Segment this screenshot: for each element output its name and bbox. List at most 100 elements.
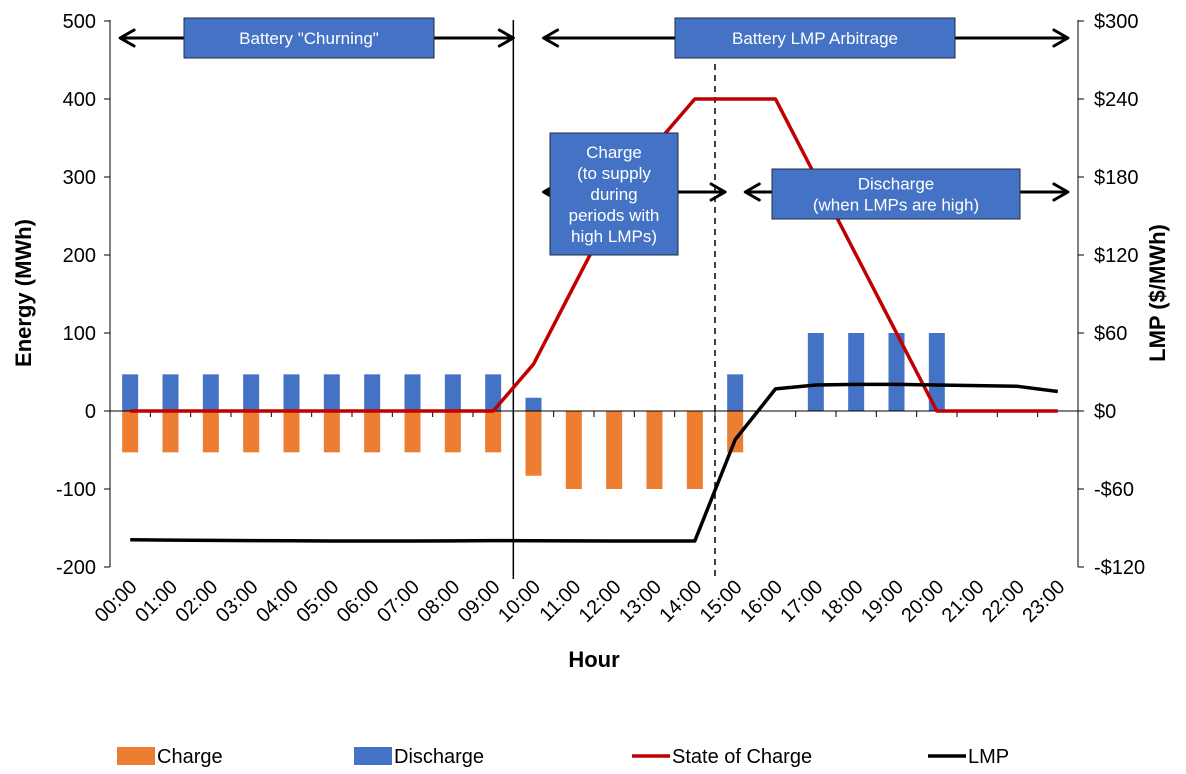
annotation-text: (to supply — [577, 164, 651, 183]
charge-bar — [364, 411, 381, 453]
discharge-bar — [928, 333, 945, 411]
charge-bar — [727, 411, 744, 453]
annotation-text: Battery "Churning" — [239, 29, 379, 48]
annotation-text: Charge — [586, 143, 642, 162]
right-tick-label: $120 — [1094, 245, 1139, 267]
annotation-text: high LMPs) — [571, 227, 657, 246]
legend-discharge-swatch — [354, 747, 392, 765]
x-tick-label: 07:00 — [373, 576, 424, 627]
annotation-arrow-left-head — [118, 28, 136, 48]
discharge-bar — [243, 374, 260, 411]
legend-charge-swatch — [117, 747, 155, 765]
x-tick-label: 02:00 — [171, 576, 222, 627]
annotation-text: (when LMPs are high) — [813, 196, 979, 215]
x-tick-label: 12:00 — [575, 576, 626, 627]
y-axis-title: Energy (MWh) — [11, 219, 36, 367]
x-tick-label: 13:00 — [615, 576, 666, 627]
lmp-line — [130, 382, 1059, 543]
right-tick-label: $0 — [1094, 401, 1116, 423]
charge-bar — [525, 411, 542, 476]
discharge-bar — [848, 333, 865, 411]
charge-bar — [606, 411, 623, 489]
x-tick-label: 10:00 — [494, 576, 545, 627]
discharge-bar — [202, 374, 219, 411]
annotation-arrow-right-head — [1052, 28, 1070, 48]
left-tick-label: 500 — [63, 11, 96, 33]
x-tick-label: 06:00 — [333, 576, 384, 627]
right-tick-label: -$60 — [1094, 479, 1134, 501]
annotation-arrow-left-head — [542, 28, 560, 48]
annotation-arrow-right-head — [497, 28, 515, 48]
charge-bar — [646, 411, 663, 489]
discharge-bar — [283, 374, 300, 411]
annotation-box — [674, 17, 956, 59]
right-tick-label: $300 — [1094, 11, 1139, 33]
x-tick-label: 16:00 — [736, 576, 787, 627]
left-tick-label: 100 — [63, 323, 96, 345]
x-tick-label: 08:00 — [413, 576, 464, 627]
discharge-bar — [485, 374, 502, 411]
annotation-text: Battery LMP Arbitrage — [732, 29, 898, 48]
annotation-box — [549, 132, 679, 256]
x-tick-label: 14:00 — [655, 576, 706, 627]
annotation-arrow-left-head — [743, 182, 761, 202]
left-tick-label: 0 — [85, 401, 96, 423]
discharge-bar — [444, 374, 461, 411]
charge-bar — [404, 411, 421, 453]
annotation-box — [183, 17, 435, 59]
discharge-bar — [323, 374, 340, 411]
x-tick-label: 17:00 — [776, 576, 827, 627]
x-tick-label: 22:00 — [978, 576, 1029, 627]
x-tick-label: 18:00 — [817, 576, 868, 627]
charge-bar — [283, 411, 300, 453]
legend-lmp-label: LMP — [968, 746, 1009, 768]
discharge-bar — [807, 333, 824, 411]
discharge-bar — [525, 397, 542, 411]
annotation-text: Discharge — [858, 175, 935, 194]
x-tick-label: 09:00 — [454, 576, 505, 627]
annotation-arrow-right-head — [709, 182, 727, 202]
left-tick-label: -100 — [56, 479, 96, 501]
legend-discharge-label: Discharge — [394, 746, 484, 768]
x-tick-label: 23:00 — [1018, 576, 1069, 627]
left-tick-label: 400 — [63, 89, 96, 111]
x-tick-label: 20:00 — [897, 576, 948, 627]
x-tick-label: 15:00 — [696, 576, 747, 627]
discharge-bar — [727, 374, 744, 411]
x-tick-label: 11:00 — [535, 576, 585, 626]
charge-bar — [162, 411, 179, 453]
charge-bar — [323, 411, 340, 453]
plot-area: 500 400 300 200 100 0 -100 -200 $300 $240 $180 $120… — [11, 11, 1170, 768]
right-tick-label: -$120 — [1094, 557, 1145, 579]
right-tick-label: $180 — [1094, 167, 1139, 189]
discharge-bar — [404, 374, 421, 411]
annotation-text: periods with — [569, 206, 660, 225]
discharge-bar — [122, 374, 139, 411]
x-tick-label: 04:00 — [252, 576, 303, 627]
discharge-bar — [162, 374, 179, 411]
legend-charge-label: Charge — [157, 746, 223, 768]
x-tick-label: 03:00 — [212, 576, 263, 627]
charge-bar — [444, 411, 461, 453]
charge-bar — [122, 411, 139, 453]
x-tick-label: 21:00 — [938, 576, 989, 627]
discharge-bar — [888, 333, 905, 411]
charge-bar — [686, 411, 703, 489]
charge-bar — [565, 411, 582, 489]
annotation-box — [771, 168, 1021, 220]
x-tick-label: 19:00 — [857, 576, 908, 627]
left-tick-label: 300 — [63, 167, 96, 189]
annotation-text: during — [590, 185, 637, 204]
x-tick-label: 00:00 — [91, 576, 142, 627]
annotation-arrow-right-head — [1052, 182, 1070, 202]
charge-bar — [202, 411, 219, 453]
right-tick-label: $240 — [1094, 89, 1139, 111]
x-tick-label: 01:00 — [131, 576, 182, 627]
right-tick-label: $60 — [1094, 323, 1127, 345]
left-tick-label: 200 — [63, 245, 96, 267]
charge-bar — [243, 411, 260, 453]
x-tick-label: 05:00 — [292, 576, 343, 627]
left-tick-label: -200 — [56, 557, 96, 579]
charge-bar — [485, 411, 502, 453]
